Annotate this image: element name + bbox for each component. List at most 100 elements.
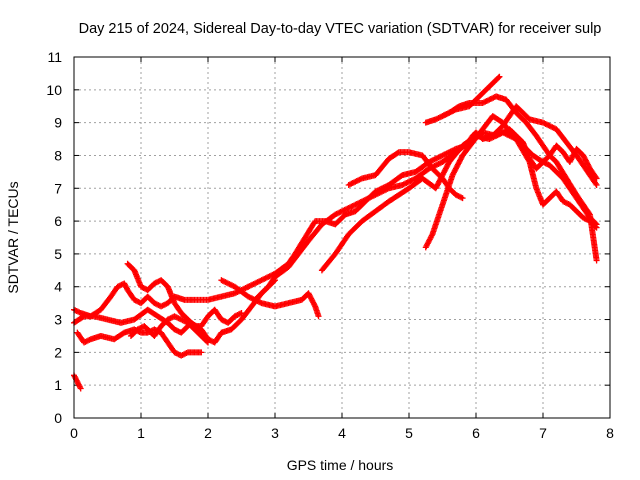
data-point <box>178 352 185 359</box>
data-point-trace <box>341 206 348 213</box>
data-point-trace <box>83 338 90 345</box>
data-point-trace <box>219 277 226 284</box>
data-point-trace <box>348 180 355 187</box>
data-point-trace <box>549 124 556 131</box>
data-point-trace <box>172 313 179 320</box>
data-point-trace <box>403 180 410 187</box>
data-point-trace <box>592 223 599 230</box>
data-point-trace <box>442 151 449 158</box>
x-tick-label: 5 <box>405 425 413 441</box>
data-points <box>71 73 600 392</box>
data-point-trace <box>489 95 496 102</box>
data-point-trace <box>353 178 360 185</box>
data-point-trace <box>243 284 250 291</box>
data-point-trace <box>219 317 226 324</box>
data-point <box>231 290 238 297</box>
data-point <box>178 316 185 323</box>
data-point-trace <box>182 350 189 357</box>
data-point-trace <box>249 281 256 288</box>
data-point-trace <box>431 156 438 163</box>
series-pass-8 <box>245 103 600 290</box>
data-point-trace <box>493 132 500 139</box>
data-point-trace <box>361 197 368 204</box>
data-point-trace <box>221 278 228 285</box>
data-point-trace <box>486 96 493 103</box>
data-point-trace <box>503 131 510 138</box>
data-point-trace <box>454 192 461 199</box>
data-point-trace <box>133 298 140 305</box>
data-point-trace <box>542 120 549 127</box>
data-point-trace <box>257 299 264 306</box>
data-point-trace <box>440 151 447 158</box>
data-point <box>171 313 178 320</box>
data-point-trace <box>237 310 244 317</box>
data-point <box>171 326 178 333</box>
data-point-trace <box>233 289 240 296</box>
data-point-trace <box>339 208 345 215</box>
data-point-trace <box>440 112 447 119</box>
data-point <box>171 349 178 356</box>
data-point <box>439 113 446 120</box>
data-point-trace <box>564 200 571 207</box>
data-point-trace <box>430 157 437 164</box>
data-point-trace <box>443 150 450 157</box>
y-tick-label: 4 <box>54 279 62 295</box>
data-point-trace <box>255 298 262 305</box>
data-point <box>245 283 252 290</box>
data-point-trace <box>458 194 465 201</box>
data-point-trace <box>448 108 455 115</box>
data-point-trace <box>172 350 179 357</box>
y-tick-label: 5 <box>54 246 62 262</box>
data-point <box>315 313 322 320</box>
data-point-trace <box>434 161 441 168</box>
data-point-trace <box>259 276 266 283</box>
data-point-trace <box>234 311 241 318</box>
data-point-trace <box>229 282 236 289</box>
data-point <box>138 283 144 290</box>
data-point-trace <box>485 97 492 104</box>
data-point-trace <box>223 279 230 286</box>
data-point-trace <box>383 186 390 193</box>
data-point-trace <box>154 279 161 286</box>
x-tick-label: 0 <box>70 425 78 441</box>
y-tick-label: 11 <box>47 49 62 65</box>
data-point-trace <box>434 115 441 122</box>
data-point-trace <box>172 327 179 334</box>
data-point-trace <box>180 317 187 324</box>
data-point-trace <box>481 99 488 106</box>
data-point <box>332 211 339 218</box>
data-point-trace <box>251 280 258 287</box>
x-axis-label: GPS time / hours <box>287 457 394 473</box>
data-point-trace <box>544 121 551 128</box>
data-point-trace <box>176 315 183 322</box>
series-pass-11 <box>345 149 466 202</box>
data-point-trace <box>204 338 211 345</box>
data-point-trace <box>438 153 445 160</box>
data-point-trace <box>347 204 354 211</box>
series-pass-4 <box>74 326 205 359</box>
data-point-trace <box>152 300 159 307</box>
y-tick-label: 8 <box>54 147 62 163</box>
data-point-trace <box>85 337 92 344</box>
data-point-trace <box>77 384 84 391</box>
x-tick-label: 2 <box>204 425 212 441</box>
data-point-trace <box>363 196 370 203</box>
data-point-trace <box>265 273 272 280</box>
data-point-trace <box>267 272 274 279</box>
data-point-trace <box>487 96 494 103</box>
data-point-trace <box>351 202 358 209</box>
y-axis-label: SDTVAR / TECUs <box>5 181 21 293</box>
data-point-trace <box>349 180 356 187</box>
data-point-trace <box>182 318 189 325</box>
data-point-trace <box>242 285 249 292</box>
series-pass-2 <box>71 280 252 320</box>
data-point-trace <box>410 176 417 183</box>
data-point-trace <box>435 160 442 167</box>
data-point-trace <box>444 149 451 156</box>
data-point-trace <box>159 302 166 309</box>
data-point-trace <box>132 297 139 304</box>
data-point-trace <box>369 193 376 200</box>
data-point-trace <box>139 284 146 291</box>
data-point-trace <box>497 130 504 137</box>
data-point-trace <box>381 187 388 194</box>
